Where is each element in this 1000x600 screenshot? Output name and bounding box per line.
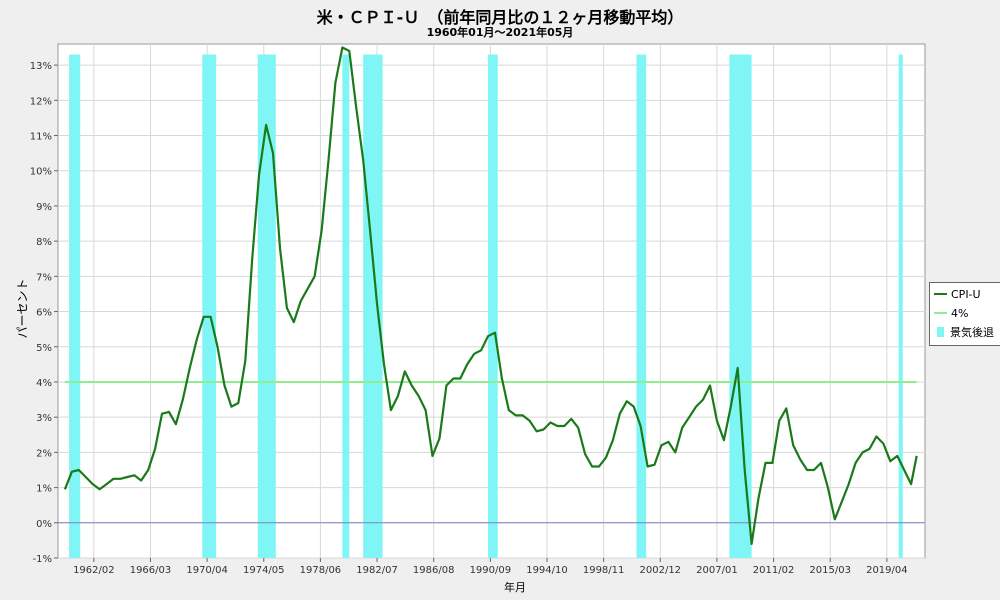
- x-tick-label: 2019/04: [866, 565, 908, 576]
- y-tick-label: 8%: [36, 237, 52, 248]
- y-axis-label: パーセント: [15, 278, 30, 339]
- y-tick-label: 5%: [36, 343, 52, 354]
- recession-band: [69, 54, 81, 558]
- legend-swatch-recession: [937, 327, 944, 337]
- y-tick-label: 2%: [36, 448, 52, 459]
- x-tick-label: 1986/08: [413, 565, 455, 576]
- recession-band: [363, 54, 383, 558]
- x-tick-label: 1982/07: [356, 565, 398, 576]
- legend-swatch-ref: [934, 312, 947, 314]
- x-tick-label: 2002/12: [640, 565, 682, 576]
- legend-label-recession: 景気後退: [950, 326, 994, 339]
- series-line-cpi-u: [63, 46, 918, 545]
- y-tick-label: 0%: [36, 519, 52, 530]
- y-tick-label: 10%: [30, 167, 52, 178]
- recession-band: [898, 54, 903, 558]
- legend-label-cpi: CPI-U: [951, 287, 981, 301]
- x-tick-label: 1994/10: [526, 565, 568, 576]
- recession-band: [636, 54, 647, 558]
- y-tick-label: 7%: [36, 272, 52, 283]
- chart-subtitle: 1960年01月～2021年05月: [426, 26, 574, 39]
- y-tick-label: -1%: [33, 554, 52, 565]
- x-tick-label: 2011/02: [753, 565, 795, 576]
- x-tick-label: 1978/06: [300, 565, 342, 576]
- recession-band: [729, 54, 752, 558]
- recession-band: [257, 54, 276, 558]
- legend: CPI-U 4% 景気後退: [929, 282, 1000, 346]
- x-tick-label: 1998/11: [583, 565, 625, 576]
- legend-swatch-cpi: [934, 293, 947, 295]
- legend-item-cpi: CPI-U: [934, 287, 981, 301]
- x-tick-label: 2015/03: [809, 565, 851, 576]
- y-tick-label: 12%: [30, 96, 52, 107]
- chart-title: 米・ＣＰＩ-Ｕ （前年同月比の１２ヶ月移動平均）: [316, 8, 684, 27]
- y-tick-label: 6%: [36, 308, 52, 319]
- y-tick-label: 1%: [36, 484, 52, 495]
- recession-band: [202, 54, 217, 558]
- y-tick-label: 11%: [30, 132, 52, 143]
- x-tick-label: 1962/02: [73, 565, 115, 576]
- y-tick-label: 4%: [36, 378, 52, 389]
- y-tick-label: 13%: [30, 61, 52, 72]
- y-tick-label: 9%: [36, 202, 52, 213]
- legend-item-ref: 4%: [934, 306, 968, 320]
- legend-item-recession: 景気後退: [934, 325, 994, 339]
- legend-label-ref: 4%: [951, 306, 969, 320]
- x-axis-label: 年月: [504, 581, 526, 594]
- y-tick-label: 3%: [36, 413, 52, 424]
- recession-band: [488, 54, 498, 558]
- x-tick-label: 1966/03: [130, 565, 172, 576]
- recession-band: [342, 54, 350, 558]
- x-tick-label: 2007/01: [696, 565, 738, 576]
- x-tick-label: 1974/05: [243, 565, 285, 576]
- x-tick-label: 1970/04: [186, 565, 228, 576]
- x-tick-label: 1990/09: [470, 565, 512, 576]
